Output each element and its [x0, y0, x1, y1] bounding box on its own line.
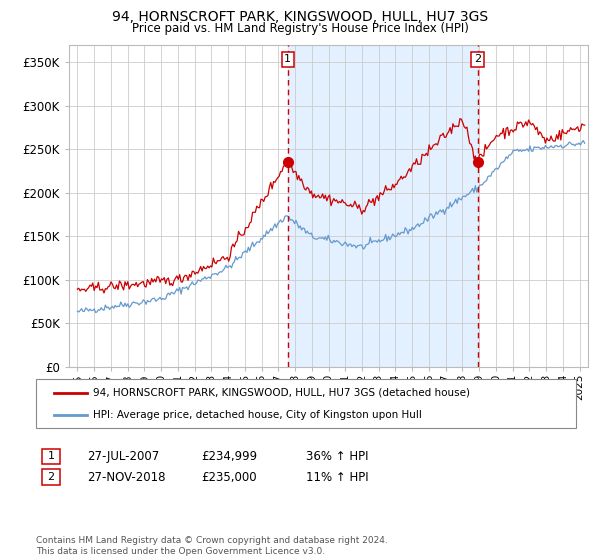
Text: 36% ↑ HPI: 36% ↑ HPI	[306, 450, 368, 463]
Text: Contains HM Land Registry data © Crown copyright and database right 2024.
This d: Contains HM Land Registry data © Crown c…	[36, 536, 388, 556]
Text: 1: 1	[47, 451, 55, 461]
Text: 27-JUL-2007: 27-JUL-2007	[87, 450, 159, 463]
Text: 11% ↑ HPI: 11% ↑ HPI	[306, 470, 368, 484]
Text: £235,000: £235,000	[201, 470, 257, 484]
Text: 2: 2	[47, 472, 55, 482]
Text: 2: 2	[474, 54, 481, 64]
Text: 27-NOV-2018: 27-NOV-2018	[87, 470, 166, 484]
Text: 1: 1	[284, 54, 292, 64]
Text: Price paid vs. HM Land Registry's House Price Index (HPI): Price paid vs. HM Land Registry's House …	[131, 22, 469, 35]
Bar	[288, 45, 478, 367]
Text: HPI: Average price, detached house, City of Kingston upon Hull: HPI: Average price, detached house, City…	[93, 409, 422, 419]
Text: 94, HORNSCROFT PARK, KINGSWOOD, HULL, HU7 3GS (detached house): 94, HORNSCROFT PARK, KINGSWOOD, HULL, HU…	[93, 388, 470, 398]
Text: £234,999: £234,999	[201, 450, 257, 463]
Text: 94, HORNSCROFT PARK, KINGSWOOD, HULL, HU7 3GS: 94, HORNSCROFT PARK, KINGSWOOD, HULL, HU…	[112, 10, 488, 24]
